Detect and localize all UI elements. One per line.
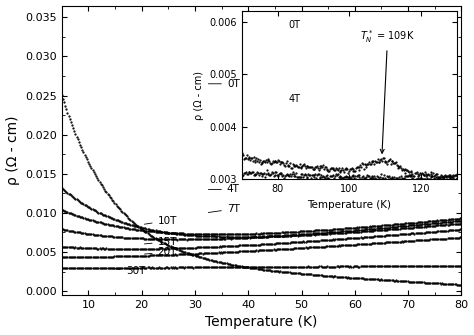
Text: 0T: 0T [209, 79, 240, 89]
Text: 4T: 4T [209, 184, 240, 194]
Text: 30T: 30T [112, 266, 145, 276]
Text: 7T: 7T [209, 204, 240, 214]
Text: 10T: 10T [145, 216, 177, 226]
X-axis label: Temperature (K): Temperature (K) [205, 316, 318, 329]
Y-axis label: ρ (Ω - cm): ρ (Ω - cm) [6, 116, 19, 185]
Text: 15T: 15T [145, 237, 177, 247]
Text: 20T: 20T [145, 247, 177, 257]
